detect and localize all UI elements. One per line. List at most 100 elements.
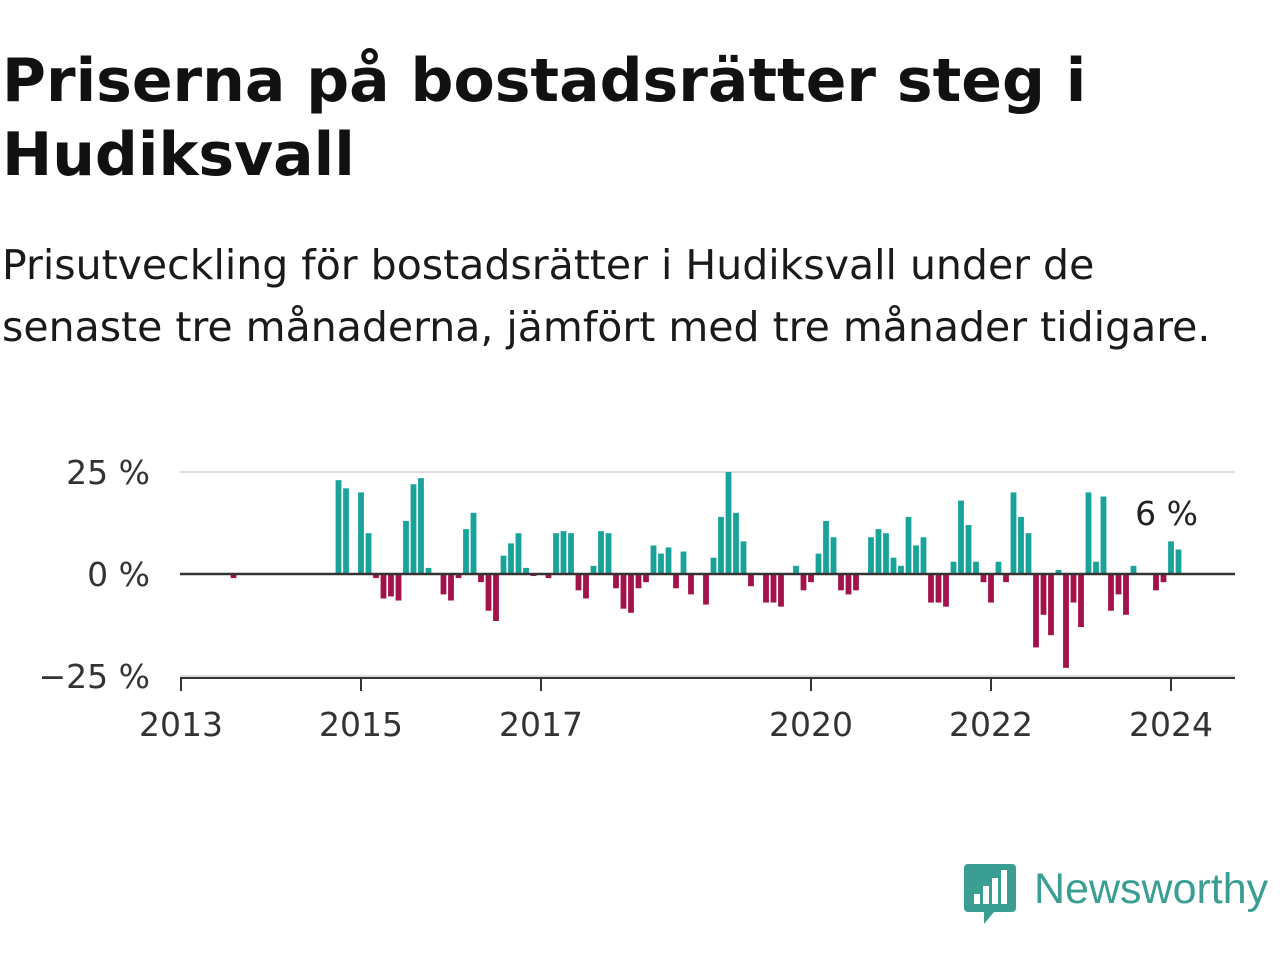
- gridlines: [180, 471, 1235, 677]
- bar: [485, 574, 492, 611]
- bar: [703, 574, 709, 605]
- bar: [935, 574, 942, 603]
- bar: [335, 480, 342, 574]
- bar: [500, 555, 507, 574]
- bar: [463, 529, 469, 574]
- bar: [965, 525, 972, 574]
- bar: [718, 516, 724, 574]
- bar-chart-bubble-icon: [964, 864, 1016, 924]
- bar: [748, 574, 754, 587]
- bar: [1070, 574, 1077, 603]
- bar: [493, 574, 499, 621]
- bar-chart: 25 % 0 % −25 % 2013 2015 2017 2020 2022 2024 6 …: [39, 453, 1235, 744]
- bar: [800, 574, 807, 591]
- bar: [590, 565, 597, 574]
- newsworthy-logo: Newsworthy: [964, 862, 1280, 928]
- bar: [1003, 574, 1009, 583]
- bar: [650, 545, 657, 574]
- bar: [1025, 533, 1032, 574]
- bar: [1115, 574, 1122, 595]
- bar: [658, 553, 664, 574]
- bar: [1123, 574, 1129, 615]
- bar: [875, 529, 882, 574]
- bar: [830, 537, 837, 574]
- bar: [560, 531, 567, 574]
- bar: [1100, 496, 1107, 574]
- chart-subtitle: Prisutveckling för bostadsrätter i Hudik…: [2, 241, 1211, 351]
- bar: [973, 561, 979, 574]
- bar: [688, 574, 694, 595]
- bar: [358, 492, 364, 574]
- bar: [620, 574, 627, 609]
- bar: [725, 472, 732, 574]
- bar: [418, 478, 424, 574]
- bar: [770, 574, 777, 603]
- bar: [455, 574, 462, 579]
- bar: [478, 574, 484, 583]
- bar: [920, 537, 927, 574]
- chart-title: Priserna på bostadsrätter steg i Hudiksv…: [2, 46, 1087, 190]
- bar: [845, 574, 852, 595]
- bar: [958, 500, 964, 574]
- x-tick-label: 2022: [949, 705, 1033, 744]
- bar: [568, 533, 574, 574]
- bar: [395, 574, 402, 601]
- bar: [1040, 574, 1047, 615]
- bar: [230, 574, 237, 579]
- bar: [1153, 574, 1159, 591]
- bar: [680, 551, 687, 574]
- bar: [988, 574, 994, 603]
- bar: [425, 567, 432, 574]
- bar: [380, 574, 387, 599]
- x-tick-label: 2015: [319, 705, 403, 744]
- bar: [793, 565, 799, 574]
- bar: [778, 574, 784, 607]
- bar: [470, 512, 477, 574]
- bar: [1175, 549, 1182, 574]
- bar: [823, 520, 829, 574]
- bar: [943, 574, 949, 607]
- bar: [1160, 574, 1167, 583]
- bar: [545, 574, 552, 579]
- y-tick-label: 25 %: [66, 453, 150, 492]
- bar: [388, 574, 394, 597]
- x-axis: 2013 2015 2017 2020 2022 2024: [139, 677, 1235, 744]
- annotations: 6 %: [1135, 494, 1198, 533]
- bar: [913, 545, 919, 574]
- bar: [440, 574, 447, 595]
- bar: [883, 533, 889, 574]
- bar: [1108, 574, 1114, 611]
- bar: [1078, 574, 1084, 628]
- bar: [643, 574, 649, 583]
- x-tick-label: 2020: [769, 705, 853, 744]
- bar: [838, 574, 844, 591]
- bar: [1048, 574, 1054, 636]
- latest-value-annotation: 6 %: [1135, 494, 1198, 533]
- bar: [950, 561, 957, 574]
- bar: [635, 574, 642, 589]
- y-tick-label: −25 %: [39, 657, 151, 696]
- bar: [1130, 565, 1137, 574]
- bar: [523, 567, 529, 574]
- bar: [898, 565, 904, 574]
- bar: [605, 533, 612, 574]
- bar: [628, 574, 634, 613]
- bar: [890, 557, 897, 574]
- bar: [733, 512, 739, 574]
- bar: [515, 533, 522, 574]
- bar: [905, 516, 912, 574]
- bar: [995, 561, 1002, 574]
- bar: [1055, 569, 1062, 574]
- bar: [448, 574, 454, 601]
- bar: [928, 574, 934, 603]
- bar: [808, 574, 814, 583]
- bar: [343, 488, 349, 574]
- bar: [403, 520, 409, 574]
- bar: [740, 541, 747, 574]
- x-tick-label: 2017: [499, 705, 583, 744]
- bar: [980, 574, 987, 583]
- bar: [868, 537, 874, 574]
- bar: [613, 574, 619, 589]
- bar: [665, 547, 672, 574]
- bar: [1033, 574, 1039, 648]
